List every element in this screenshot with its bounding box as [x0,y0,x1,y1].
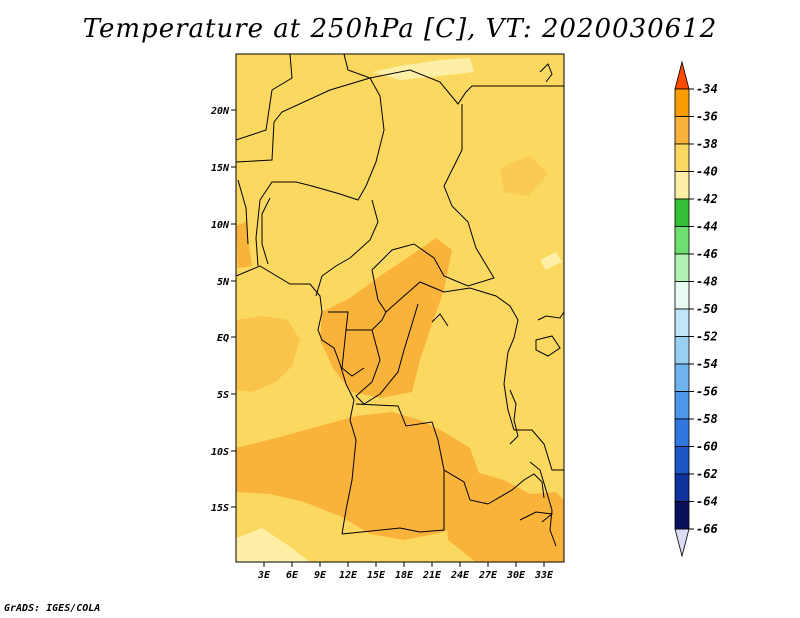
lon-label-15e: 15E [367,570,386,581]
longitude-axis: 3E 6E 9E 12E 15E 18E 21E 24E 27E 30E 33E [257,562,554,581]
field-dark-ne [500,156,548,196]
lat-label-5n: 5N [217,277,230,288]
lon-label-9e: 9E [314,570,327,581]
colorbar-label: -58 [696,412,718,426]
border-niger [236,77,385,187]
field-light-e [540,252,562,270]
colorbar-segment [674,253,690,282]
colorbar-label: -42 [696,192,718,206]
colorbar-label: -64 [696,495,718,509]
border-zambia [487,473,545,505]
colorbar-segment [674,501,690,530]
river-congo [431,313,449,327]
map-frame [235,53,565,563]
lon-label-12e: 12E [339,570,358,581]
coastline-gulf-guinea [236,265,355,421]
border-nigeria-cameroon [315,199,379,297]
border-car [371,269,519,321]
lat-label-5s: 5S [217,390,229,401]
colorbar-label: -46 [696,247,718,261]
border-eqguinea-gabon [328,311,387,331]
border-nigeria-n [255,181,367,267]
lat-label-15s: 15S [211,503,229,514]
colorbar-label: -44 [696,220,718,234]
lat-label-eq: EQ [217,333,229,344]
colorbar-segment [674,308,690,337]
colorbar-segment [674,198,690,227]
coast-egypt [539,63,553,83]
border-gabon [341,329,365,377]
colorbar-segment [674,446,690,475]
border-mali-algeria [236,54,293,141]
border-benin-togo [261,197,271,265]
colorbar: -34 -36 -38 -40 -42 -44 -46 -48 -50 -52 -54 -56 -58 -… [674,60,718,558]
lon-label-21e: 21E [422,570,442,581]
colorbar-top-triangle [674,60,690,90]
colorbar-segment [674,418,690,447]
temperature-field [236,54,564,562]
colorbar-segment [674,143,690,172]
lake-tanganyika [509,389,519,445]
field-dark-c [396,282,440,320]
lon-label-18e: 18E [395,570,414,581]
colorbar-segment [674,473,690,502]
colorbar-bottom-triangle [674,528,690,558]
field-dark-w [236,222,252,268]
colorbar-segment [674,281,690,310]
colorbar-label: -60 [696,440,718,454]
lat-label-20n: 20N [210,106,230,117]
colorbar-segment [674,363,690,392]
colorbar-label: -52 [696,330,718,344]
lon-label-33e: 33E [534,570,554,581]
border-angola-west [341,419,357,535]
border-uganda [537,311,564,321]
colorbar-segment [674,171,690,200]
colorbar-segment [674,88,690,117]
lat-label-10s: 10S [211,447,229,458]
latitude-axis: 20N 15N 10N 5N EQ 5S 10S 15S [210,106,236,514]
field-dark-se [444,472,564,562]
colorbar-label: -50 [696,302,718,316]
lake-victoria [535,335,561,357]
colorbar-segment [674,336,690,365]
colorbar-segment [674,116,690,145]
colorbar-label: -34 [696,82,718,96]
lat-label-15n: 15N [211,163,230,174]
border-drc-east [503,319,519,431]
lake-kariba [519,511,554,523]
border-angola-drc [355,403,489,505]
lon-label-27e: 27E [478,570,498,581]
lon-label-24e: 24E [450,570,470,581]
colorbar-segment [674,226,690,255]
lon-label-6e: 6E [286,570,299,581]
colorbar-segment [674,391,690,420]
field-dark-angola [236,412,480,540]
colorbar-label: -66 [696,522,718,536]
country-borders [236,54,564,547]
field-dark-congo [320,238,452,398]
colorbar-label: -56 [696,385,718,399]
lake-malawi [529,461,557,547]
colorbar-label: -62 [696,467,718,481]
colorbar-label: -36 [696,110,718,124]
lat-label-10n: 10N [211,220,230,231]
colorbar-label: -54 [696,357,718,371]
lon-label-30e: 30E [506,570,526,581]
lon-label-3e: 3E [257,570,271,581]
border-libya [343,54,564,105]
colorbar-label: -38 [696,137,718,151]
map-title: Temperature at 250hPa [C], VT: 202003061… [82,14,718,44]
field-light-sw [236,528,310,562]
field-dark-gulf [236,316,300,392]
colorbar-label: -48 [696,275,718,289]
field-light-n [372,58,474,80]
colorbar-label: -40 [696,165,718,179]
grads-credit: GrADS: IGES/COLA [4,603,101,614]
border-tanzania [514,429,564,471]
border-congo-drc [355,303,419,405]
border-chad [371,104,495,287]
border-angola-namibia [341,470,445,535]
border-ghana [237,179,249,245]
